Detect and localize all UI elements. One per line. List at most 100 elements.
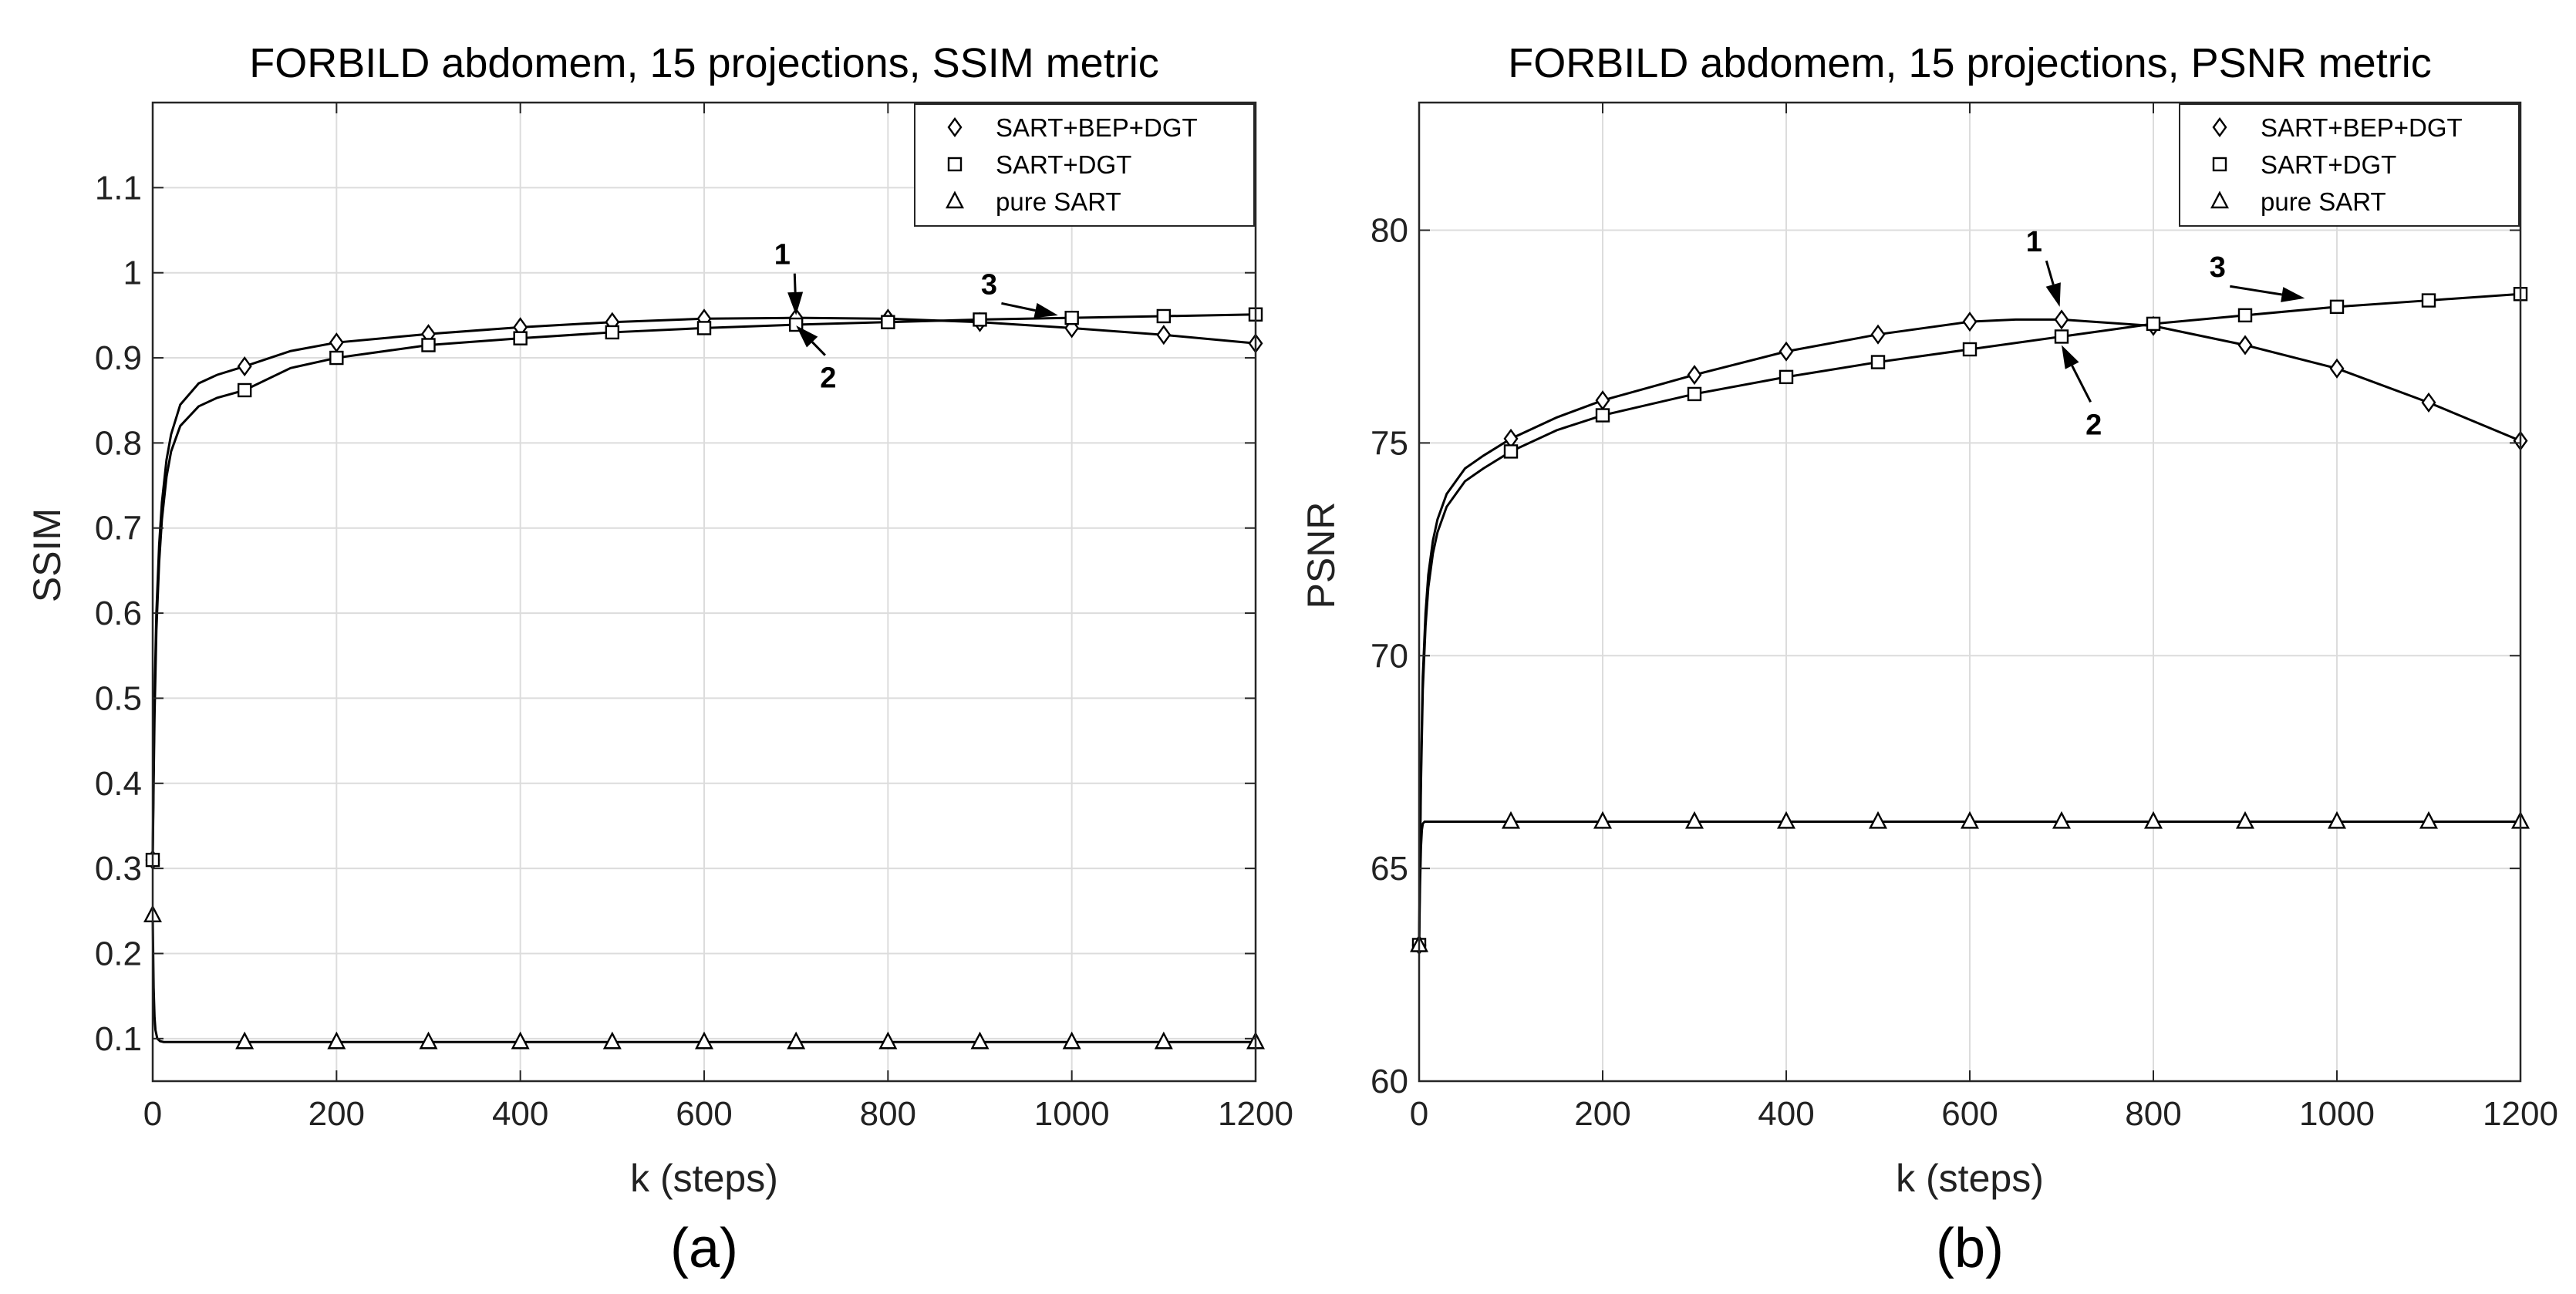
data-point-diamond	[1962, 312, 1978, 332]
annotation-arrow-shaft	[2045, 260, 2055, 285]
chart-title: FORBILD abdomem, 15 projections, SSIM me…	[249, 40, 1158, 86]
panel-a-ssim: FORBILD abdomem, 15 projections, SSIM me…	[25, 40, 1293, 1279]
data-point-square	[513, 331, 528, 345]
legend-marker-triangle	[946, 190, 964, 209]
annotation-arrow-head	[787, 291, 804, 315]
data-point-square	[2237, 308, 2253, 323]
y-tick-label: 0.6	[95, 595, 142, 632]
legend-marker-triangle	[2210, 190, 2229, 209]
y-tick-label: 0.8	[95, 424, 142, 462]
data-point-triangle	[970, 1031, 990, 1050]
legend-entry: SART+DGT	[996, 150, 1131, 179]
data-point-square	[1503, 444, 1519, 459]
series-line-triangle	[151, 915, 1256, 1043]
data-point-square	[237, 382, 252, 398]
annotation-arrow-head	[1033, 302, 1058, 318]
data-point-square	[2054, 329, 2069, 344]
data-point-square	[973, 312, 987, 327]
panel-label: (b)	[1936, 1218, 2004, 1279]
data-point-diamond	[237, 356, 252, 377]
x-tick-label: 600	[676, 1095, 732, 1133]
x-tick-label: 400	[492, 1095, 548, 1133]
data-point-triangle	[327, 1031, 346, 1050]
legend-marker-diamond	[2212, 116, 2227, 138]
annotation-arrow-shaft	[2230, 285, 2282, 296]
x-axis-label: k (steps)	[630, 1157, 778, 1200]
legend-entry: SART+DGT	[2261, 150, 2396, 179]
data-point-triangle	[1869, 810, 1887, 829]
data-point-triangle	[1593, 810, 1612, 829]
data-point-triangle	[511, 1031, 530, 1050]
legend-marker-square	[947, 157, 963, 172]
data-point-square	[1595, 408, 1610, 423]
data-point-square	[1064, 310, 1079, 325]
x-axis-label: k (steps)	[1896, 1157, 2044, 1200]
data-point-triangle	[1154, 1031, 1173, 1050]
data-point-triangle	[2419, 810, 2438, 829]
data-point-diamond	[1687, 365, 1702, 386]
legend-marker-square	[2212, 157, 2227, 172]
series-line-square	[1418, 292, 2521, 945]
data-point-triangle	[2236, 810, 2254, 829]
data-point-triangle	[695, 1031, 713, 1050]
y-axis-label: SSIM	[25, 508, 69, 602]
data-point-triangle	[1961, 810, 1979, 829]
annotation-arrow-shaft	[793, 273, 797, 292]
data-point-square	[1687, 386, 1702, 402]
y-tick-label: 0.5	[95, 679, 142, 717]
data-point-triangle	[1777, 810, 1795, 829]
data-point-diamond	[1779, 341, 1794, 362]
annotation-label: 3	[2210, 251, 2226, 284]
data-point-diamond	[2237, 335, 2253, 356]
y-tick-label: 80	[1371, 212, 1408, 250]
x-tick-label: 800	[2125, 1095, 2181, 1133]
data-point-square	[696, 321, 712, 335]
y-tick-label: 0.4	[95, 765, 142, 803]
x-tick-label: 1000	[1034, 1095, 1110, 1133]
y-tick-label: 60	[1371, 1063, 1408, 1100]
data-point-square	[2329, 299, 2345, 315]
y-tick-label: 0.3	[95, 850, 142, 888]
panel-b-psnr: FORBILD abdomem, 15 projections, PSNR me…	[1300, 40, 2558, 1279]
legend-entry: pure SART	[996, 187, 1121, 216]
annotation-arrow-shaft	[811, 341, 826, 356]
data-point-triangle	[1502, 810, 1520, 829]
data-point-square	[2146, 316, 2161, 332]
data-point-triangle	[1685, 810, 1704, 829]
data-point-square	[329, 350, 344, 366]
x-tick-label: 1000	[2299, 1095, 2375, 1133]
x-tick-label: 1200	[2483, 1095, 2558, 1133]
data-point-square	[881, 315, 895, 329]
data-point-square	[421, 338, 436, 352]
data-point-triangle	[1062, 1031, 1081, 1050]
legend-box	[914, 103, 1255, 227]
annotation-arrow-shaft	[2071, 365, 2092, 403]
data-point-square	[1870, 355, 1886, 369]
annotation-arrow-head	[2062, 345, 2079, 369]
y-axis-label: PSNR	[1300, 502, 1343, 609]
y-tick-label: 75	[1371, 424, 1408, 462]
x-tick-label: 200	[1574, 1095, 1630, 1133]
data-point-diamond	[2421, 392, 2436, 413]
x-tick-label: 1200	[1218, 1095, 1293, 1133]
annotation-arrow-head	[796, 325, 818, 348]
annotation-arrow-head	[2045, 282, 2061, 307]
data-point-square	[1779, 369, 1794, 385]
annotation-label: 2	[820, 362, 836, 395]
y-tick-label: 70	[1371, 637, 1408, 675]
legend-entry: SART+BEP+DGT	[996, 113, 1198, 142]
data-point-diamond	[2054, 309, 2069, 330]
y-tick-label: 0.2	[95, 935, 142, 972]
data-point-triangle	[2144, 810, 2163, 829]
y-tick-label: 0.9	[95, 339, 142, 377]
annotation-label: 3	[981, 268, 997, 301]
series-line-square	[151, 313, 1256, 861]
annotation-arrow-shaft	[1001, 302, 1036, 312]
data-point-triangle	[787, 1031, 806, 1050]
data-point-triangle	[419, 1031, 438, 1050]
data-point-triangle	[235, 1031, 255, 1050]
x-tick-label: 0	[143, 1095, 162, 1133]
y-tick-label: 0.7	[95, 510, 142, 548]
y-tick-label: 1.1	[95, 169, 142, 207]
